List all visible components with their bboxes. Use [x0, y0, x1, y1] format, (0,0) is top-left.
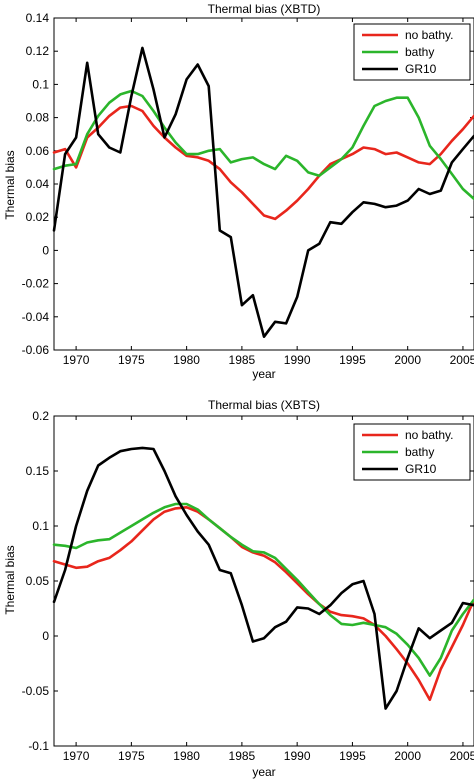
y-axis-title: Thermal bias	[3, 150, 17, 219]
plot-marks: 1970 1975 1980 1985 1990 1995 2000 2005 -0.06 -0.…	[22, 11, 474, 367]
y-tick-label: 0.04	[26, 177, 50, 191]
y-tick-label: 0.14	[26, 11, 50, 25]
legend-label: no bathy.	[405, 428, 453, 442]
x-tick-label: 1970	[63, 749, 90, 763]
chart-panel-xbts: Thermal bias (XBTS) year Thermal bias 19…	[3, 398, 474, 779]
x-tick-label: 1980	[173, 353, 200, 367]
y-tick-label: 0.2	[32, 409, 49, 423]
legend-label: GR10	[405, 462, 437, 476]
y-tick-label: -0.04	[22, 310, 50, 324]
legend: no bathy. bathy GR10	[353, 423, 471, 481]
y-tick-label: 0	[42, 629, 49, 643]
series-line-2	[52, 89, 474, 201]
x-tick-label: 1985	[229, 749, 256, 763]
legend-label: bathy	[405, 45, 434, 59]
x-tick-label: 1975	[118, 353, 145, 367]
y-tick-label: 0.1	[32, 77, 49, 91]
y-tick-label: 0.02	[26, 210, 50, 224]
series-line-3	[52, 446, 474, 710]
legend-label: GR10	[405, 62, 437, 76]
x-tick-label: 1995	[339, 353, 366, 367]
chart-title: Thermal bias (XBTD)	[208, 2, 321, 16]
x-tick-label: 2000	[394, 749, 421, 763]
x-axis-title: year	[252, 765, 275, 779]
legend-label: bathy	[405, 445, 434, 459]
y-axis-title: Thermal bias	[3, 545, 17, 614]
x-tick-label: 1990	[284, 353, 311, 367]
y-tick-label: 0	[42, 243, 49, 257]
x-tick-label: 1985	[229, 353, 256, 367]
y-tick-label: 0.08	[26, 111, 50, 125]
x-tick-label: 2005	[450, 353, 474, 367]
x-tick-label: 2005	[450, 749, 474, 763]
x-tick-label: 2000	[394, 353, 421, 367]
x-tick-label: 1995	[339, 749, 366, 763]
y-tick-label: 0.05	[26, 574, 50, 588]
x-tick-label: 1980	[173, 749, 200, 763]
chart-panel-xbtd: Thermal bias (XBTD) year Thermal bias 19…	[3, 2, 474, 381]
series-line-1	[52, 505, 474, 702]
y-tick-label: -0.1	[28, 739, 49, 753]
x-axis-title: year	[252, 367, 275, 381]
y-tick-label: 0.06	[26, 144, 50, 158]
series-line-1	[52, 104, 474, 221]
legend-label: no bathy.	[405, 28, 453, 42]
x-tick-label: 1975	[118, 749, 145, 763]
y-tick-label: 0.1	[32, 519, 49, 533]
y-tick-label: 0.15	[26, 464, 50, 478]
series-line-2	[52, 502, 474, 677]
y-tick-label: -0.02	[22, 277, 50, 291]
y-tick-label: 0.12	[26, 44, 50, 58]
y-tick-label: -0.06	[22, 343, 50, 357]
plot-marks: 1970 1975 1980 1985 1990 1995 2000 2005 -0.1 -0.0…	[22, 409, 474, 763]
chart-title: Thermal bias (XBTS)	[208, 398, 320, 412]
series-line-3	[52, 46, 474, 339]
x-tick-label: 1990	[284, 749, 311, 763]
legend: no bathy. bathy GR10	[353, 23, 471, 81]
x-tick-label: 1970	[63, 353, 90, 367]
y-tick-label: -0.05	[22, 684, 50, 698]
